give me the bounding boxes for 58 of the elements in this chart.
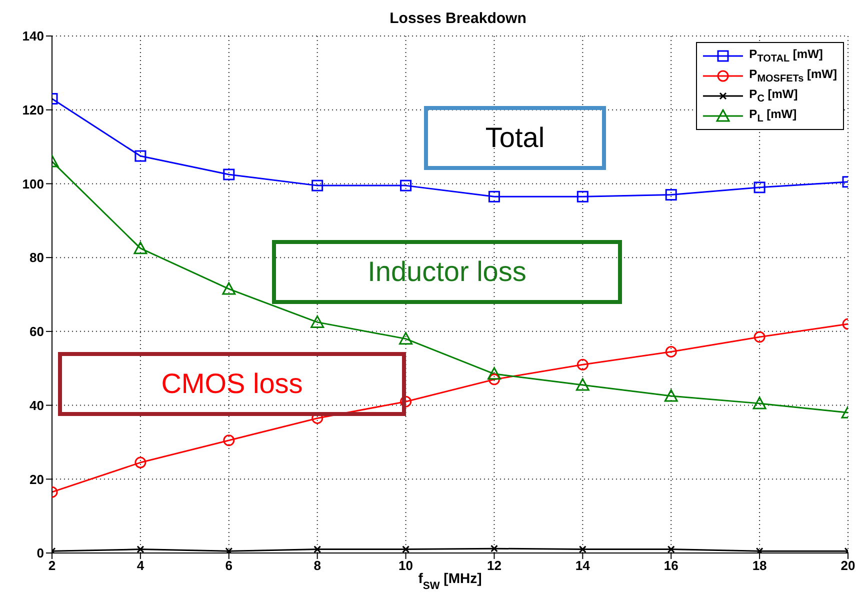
x-tick-label: 14 [575, 558, 591, 574]
point [490, 544, 498, 552]
point [578, 546, 586, 553]
y-tick-label: 120 [22, 102, 44, 118]
point [665, 346, 677, 358]
point [576, 378, 590, 391]
legend-label: P$_{C}$ [mW] [749, 87, 798, 105]
point [134, 242, 148, 254]
point [754, 182, 766, 194]
y-tick-label: 140 [22, 28, 44, 44]
point [400, 180, 412, 192]
y-tick-label: 100 [22, 176, 44, 192]
y-tick-label: 20 [30, 472, 44, 487]
annotation: Inductor loss [272, 240, 622, 304]
point [223, 168, 235, 180]
x-tick-label: 18 [752, 558, 767, 574]
y-tick-label: 0 [36, 546, 44, 561]
legend-label: P$_{L}$ [mW] [749, 107, 797, 125]
point [399, 332, 413, 345]
point [402, 546, 410, 553]
point [665, 189, 677, 201]
point [756, 547, 764, 553]
annotation: Total [424, 106, 606, 170]
legend-label: P$_{MOSFETs}$ [mW] [749, 67, 837, 85]
point [576, 190, 588, 202]
point [576, 358, 588, 370]
chart-title: Losses Breakdown [388, 10, 528, 27]
x-tick-label: 2 [48, 558, 56, 574]
point [222, 282, 236, 295]
x-tick-label: 6 [225, 558, 233, 574]
point [754, 331, 766, 343]
x-tick-label: 10 [398, 558, 414, 574]
y-tick-label: 60 [30, 324, 44, 340]
y-tick-label: 40 [30, 398, 44, 413]
x-tick-label: 4 [136, 558, 145, 574]
point [312, 180, 324, 192]
point [752, 396, 766, 410]
x-tick-label: 8 [314, 558, 321, 574]
point [225, 547, 233, 553]
point [488, 374, 500, 386]
point [664, 389, 678, 402]
annotation: CMOS loss [58, 352, 406, 416]
legend-label: P$_{TOTAL}$ [mW] [749, 47, 823, 65]
point [134, 456, 146, 468]
point [487, 367, 501, 380]
x-axis-title: f$_{SW}$ [MHz] [418, 570, 482, 592]
x-tick-label: 20 [840, 558, 856, 574]
point [667, 546, 675, 553]
x-tick-label: 12 [486, 558, 502, 574]
point [136, 546, 144, 553]
point [314, 546, 322, 553]
point [488, 190, 500, 202]
y-tick-label: 80 [30, 250, 44, 266]
point [134, 150, 146, 162]
point [400, 396, 412, 408]
point [310, 315, 324, 328]
point [223, 434, 235, 446]
x-tick-label: 16 [664, 558, 678, 574]
